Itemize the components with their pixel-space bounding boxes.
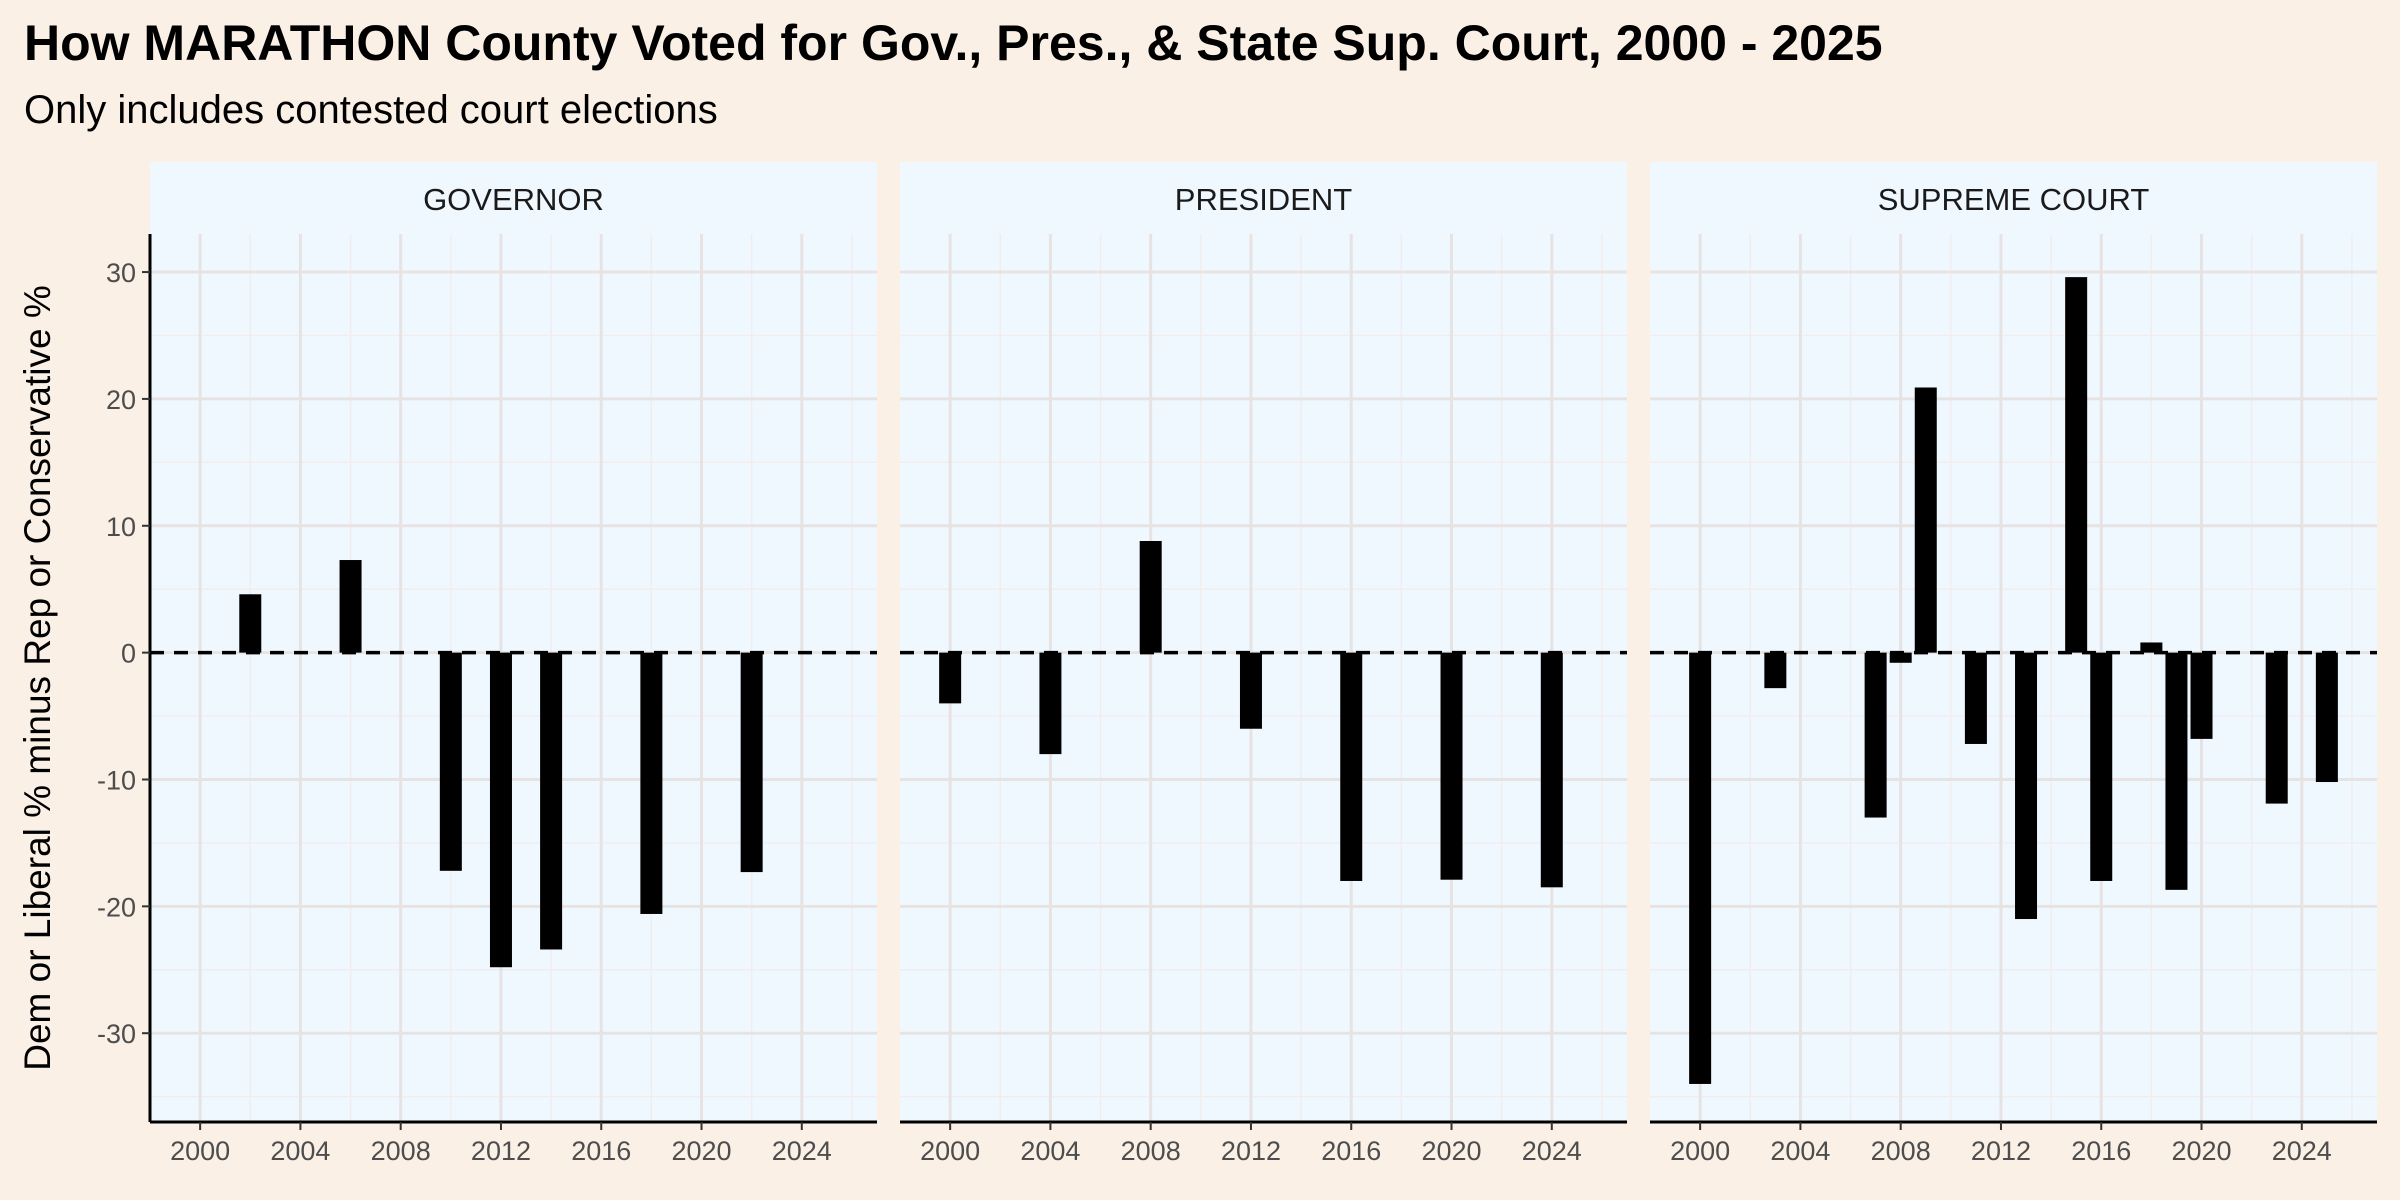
y-tick-label: -30 xyxy=(97,1019,136,1049)
bar-supreme-court-2025 xyxy=(2315,652,2338,783)
bar-supreme-court-2013 xyxy=(2015,652,2038,920)
bar-supreme-court-2023 xyxy=(2265,652,2288,804)
x-tick-label: 2024 xyxy=(1522,1136,1582,1166)
bar-supreme-court-2009 xyxy=(1914,387,1937,653)
bar-president-2016 xyxy=(1340,652,1363,881)
x-tick-label: 2008 xyxy=(1871,1136,1931,1166)
bar-supreme-court-2016 xyxy=(2090,652,2113,881)
x-tick-label: 2020 xyxy=(1421,1136,1481,1166)
x-tick-label: 2000 xyxy=(920,1136,980,1166)
x-tick-label: 2024 xyxy=(772,1136,832,1166)
bar-president-2008 xyxy=(1139,540,1162,653)
x-tick-label: 2004 xyxy=(1770,1136,1830,1166)
bar-supreme-court-2019 xyxy=(2165,652,2188,890)
bar-governor-2012 xyxy=(489,652,512,968)
x-tick-label: 2016 xyxy=(571,1136,631,1166)
bar-supreme-court-2020 xyxy=(2190,652,2213,739)
bar-supreme-court-2018 xyxy=(2140,642,2163,653)
x-tick-label: 2000 xyxy=(1670,1136,1730,1166)
bar-supreme-court-2008 xyxy=(1889,652,1912,663)
y-tick-label: 30 xyxy=(106,258,136,288)
bar-president-2020 xyxy=(1440,652,1463,880)
bar-governor-2018 xyxy=(640,652,663,914)
x-tick-label: 2020 xyxy=(2171,1136,2231,1166)
bar-supreme-court-2007 xyxy=(1864,652,1887,818)
x-tick-label: 2020 xyxy=(671,1136,731,1166)
y-tick-label: 0 xyxy=(121,639,136,669)
panel-label-supreme-court: SUPREME COURT xyxy=(1878,182,2150,217)
x-tick-label: 2008 xyxy=(1121,1136,1181,1166)
x-tick-label: 2008 xyxy=(371,1136,431,1166)
chart-subtitle: Only includes contested court elections xyxy=(24,88,718,132)
panel-strip-president xyxy=(900,162,1627,234)
y-tick-label: -10 xyxy=(97,765,136,795)
bar-supreme-court-2015 xyxy=(2065,277,2088,653)
bar-governor-2022 xyxy=(740,652,763,873)
x-tick-label: 2012 xyxy=(471,1136,531,1166)
bar-president-2024 xyxy=(1540,652,1563,888)
x-tick-label: 2024 xyxy=(2272,1136,2332,1166)
y-tick-label: -20 xyxy=(97,892,136,922)
x-tick-label: 2016 xyxy=(2071,1136,2131,1166)
bar-governor-2002 xyxy=(239,594,262,653)
bar-governor-2006 xyxy=(339,560,362,653)
bar-governor-2010 xyxy=(439,652,462,871)
bar-governor-2014 xyxy=(540,652,563,950)
panel-strip-governor xyxy=(150,162,877,234)
x-tick-label: 2000 xyxy=(170,1136,230,1166)
bar-president-2004 xyxy=(1039,652,1062,755)
y-axis-title: Dem or Liberal % minus Rep or Conservati… xyxy=(17,285,58,1071)
chart-title: How MARATHON County Voted for Gov., Pres… xyxy=(24,15,1883,71)
bar-president-2000 xyxy=(939,652,962,704)
bar-supreme-court-2000 xyxy=(1689,652,1712,1084)
x-tick-label: 2004 xyxy=(1020,1136,1080,1166)
bar-supreme-court-2003 xyxy=(1764,652,1787,689)
y-tick-label: 20 xyxy=(106,385,136,415)
bar-supreme-court-2011 xyxy=(1964,652,1987,744)
x-tick-label: 2016 xyxy=(1321,1136,1381,1166)
bar-president-2012 xyxy=(1239,652,1262,729)
y-tick-label: 10 xyxy=(106,512,136,542)
x-tick-label: 2012 xyxy=(1221,1136,1281,1166)
panel-strip-supreme-court xyxy=(1650,162,2377,234)
panel-label-governor: GOVERNOR xyxy=(423,182,604,217)
x-tick-label: 2012 xyxy=(1971,1136,2031,1166)
panel-label-president: PRESIDENT xyxy=(1175,182,1352,217)
panel-background-governor xyxy=(150,234,877,1122)
x-tick-label: 2004 xyxy=(270,1136,330,1166)
panel-background-president xyxy=(900,234,1627,1122)
